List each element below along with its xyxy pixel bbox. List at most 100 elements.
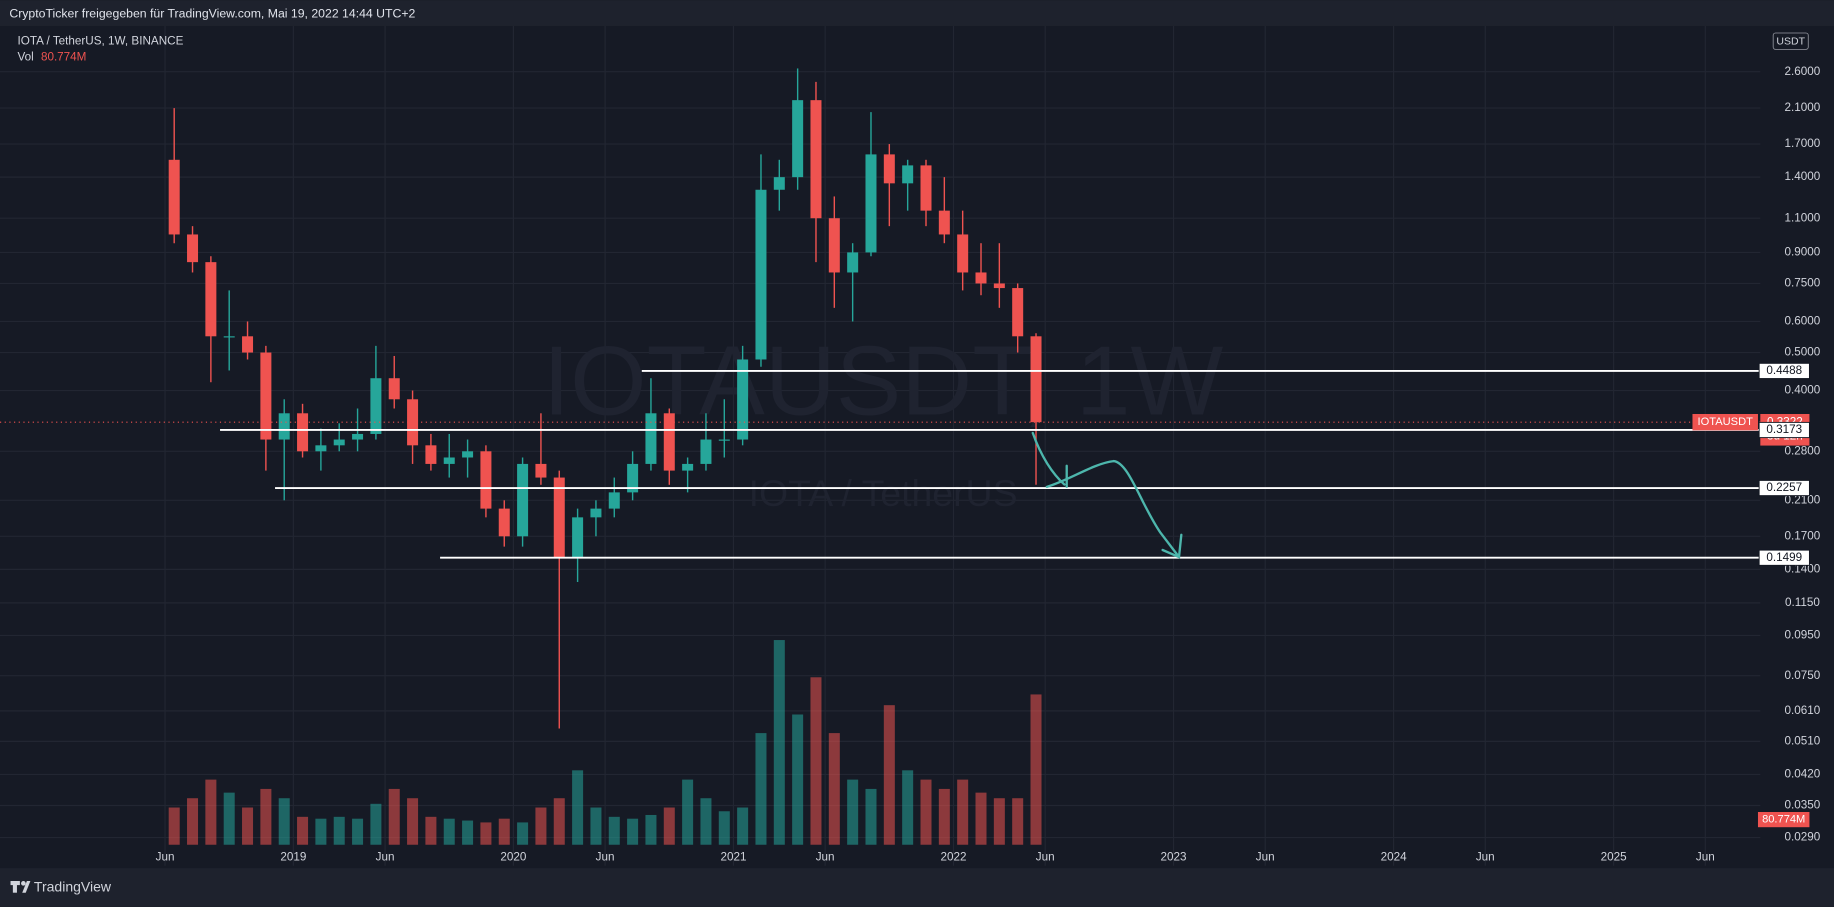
- volume-bar: [993, 798, 1005, 845]
- volume-bar: [352, 818, 364, 845]
- symbol-box: [1692, 413, 1758, 431]
- candle-body: [718, 439, 730, 441]
- volume-bar: [755, 733, 767, 845]
- x-tick-label: 2024: [1381, 851, 1408, 864]
- volume-bar: [278, 798, 290, 845]
- candle-body: [645, 413, 657, 464]
- volume-bar: [242, 807, 254, 845]
- volume-bar: [792, 714, 804, 845]
- watermark-subtitle: IOTA / TetherUS: [749, 472, 1018, 514]
- candle-body: [205, 262, 217, 337]
- volume-bar: [608, 816, 620, 845]
- y-tick-label: 1.1000: [1785, 211, 1821, 224]
- y-tick-label: 0.7500: [1785, 277, 1821, 290]
- candle-body: [1030, 336, 1042, 423]
- candle-body: [847, 252, 859, 273]
- x-tick-label: Jun: [1256, 851, 1275, 864]
- candle-body: [883, 154, 895, 184]
- y-tick-label: 0.0750: [1785, 669, 1821, 682]
- volume-bar: [480, 822, 492, 845]
- x-tick-label: Jun: [1036, 851, 1055, 864]
- volume-bar: [847, 779, 859, 845]
- volume-bar: [370, 803, 382, 845]
- currency-label: USDT: [1776, 36, 1805, 48]
- y-tick-label: 0.6000: [1785, 315, 1821, 328]
- grid: [0, 25, 1761, 866]
- x-tick-label: Jun: [156, 851, 175, 864]
- y-tick-label: 0.1700: [1785, 529, 1821, 542]
- volume-bar: [1012, 798, 1024, 845]
- candle-body: [498, 508, 510, 537]
- level-label: 0.2257: [1766, 481, 1802, 494]
- volume-label: 80.774M: [1762, 814, 1805, 826]
- volume-bar: [535, 807, 547, 845]
- x-tick-label: Jun: [816, 851, 835, 864]
- candle-body: [462, 451, 474, 458]
- candle-body: [608, 492, 620, 509]
- candle-body: [773, 177, 785, 190]
- candle-body: [902, 165, 914, 184]
- candle-body: [297, 413, 309, 452]
- volume-bar: [388, 788, 400, 845]
- candle-body: [517, 463, 529, 537]
- candle-body: [755, 189, 767, 360]
- volume-bar: [828, 733, 840, 845]
- y-tick-label: 1.4000: [1785, 170, 1821, 183]
- volume-bar: [700, 798, 712, 845]
- watermark-title: IOTAUSDT, 1W: [543, 326, 1224, 436]
- candle-body: [682, 463, 694, 471]
- volume-bar: [773, 640, 785, 845]
- symbol-label: IOTAUSDT: [1698, 416, 1754, 428]
- candle-body: [590, 508, 602, 518]
- volume-layer: [168, 640, 1042, 845]
- volume-bar: [498, 818, 510, 845]
- volume-bar: [957, 779, 969, 845]
- volume-bar: [425, 816, 437, 845]
- candle-body: [828, 218, 840, 273]
- candle-body: [1012, 288, 1024, 337]
- y-tick-label: 0.0950: [1785, 629, 1821, 642]
- logo-mark: [21, 881, 26, 886]
- volume-bar: [590, 807, 602, 845]
- candle-body: [315, 445, 327, 452]
- candle-body: [792, 100, 804, 178]
- candle-body: [333, 439, 345, 446]
- x-tick-label: Jun: [1696, 851, 1715, 864]
- x-tick-label: 2020: [500, 851, 527, 864]
- volume-bar: [443, 818, 455, 845]
- candle-body: [810, 100, 822, 219]
- candle-body: [663, 413, 675, 471]
- y-tick-label: 0.0420: [1785, 768, 1821, 781]
- volume-bar: [645, 814, 657, 845]
- level-label: 0.4488: [1766, 364, 1802, 377]
- volume-bar: [627, 818, 639, 845]
- candle-body: [975, 272, 987, 284]
- candle-body: [627, 463, 639, 493]
- level-layer: [0, 369, 1761, 559]
- candle-body: [370, 378, 382, 434]
- volume-box: [1757, 811, 1810, 828]
- y-tick-label: 0.5000: [1785, 346, 1821, 359]
- volume-bar: [810, 677, 822, 845]
- level-label: 0.1499: [1766, 551, 1802, 564]
- volume-bar: [205, 779, 217, 845]
- volume-bar: [1030, 694, 1042, 845]
- candle-body: [920, 165, 932, 211]
- volume-bar: [462, 820, 474, 845]
- candle-body: [352, 433, 364, 440]
- volume-bar: [333, 816, 345, 845]
- volume-bar: [902, 770, 914, 845]
- volume-bar: [260, 788, 272, 845]
- volume-bar: [297, 816, 309, 845]
- volume-bar: [517, 822, 529, 845]
- x-tick-label: 2021: [720, 851, 746, 864]
- candle-body: [957, 234, 969, 273]
- level-box: [1758, 549, 1810, 566]
- y-tick-label: 0.4000: [1785, 384, 1821, 397]
- y-tick-label: 0.1150: [1785, 596, 1820, 609]
- candle-body: [278, 413, 290, 440]
- volume-bar: [883, 705, 895, 845]
- drawn-arrow: [1031, 431, 1183, 559]
